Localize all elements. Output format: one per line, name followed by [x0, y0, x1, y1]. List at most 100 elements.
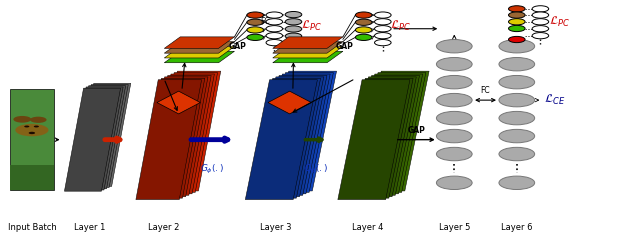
Polygon shape: [273, 42, 343, 53]
Polygon shape: [348, 75, 419, 195]
Circle shape: [355, 19, 372, 25]
Text: Input Batch: Input Batch: [8, 223, 56, 232]
Polygon shape: [261, 73, 333, 192]
Polygon shape: [273, 51, 343, 63]
Polygon shape: [65, 88, 120, 191]
Circle shape: [355, 27, 372, 33]
Circle shape: [24, 126, 29, 127]
Polygon shape: [351, 74, 422, 194]
Circle shape: [247, 27, 264, 33]
Circle shape: [499, 40, 534, 53]
Polygon shape: [245, 80, 317, 200]
Circle shape: [532, 12, 548, 18]
Text: Layer 1: Layer 1: [74, 223, 105, 232]
Circle shape: [29, 132, 35, 134]
Circle shape: [499, 111, 534, 125]
Circle shape: [436, 147, 472, 161]
Text: $\mathcal{L}_{PC}$: $\mathcal{L}_{PC}$: [301, 19, 322, 33]
Circle shape: [499, 129, 534, 143]
Circle shape: [436, 58, 472, 71]
Circle shape: [34, 126, 39, 127]
Text: GAP: GAP: [408, 126, 425, 134]
Text: FC: FC: [481, 86, 490, 95]
Polygon shape: [72, 85, 128, 187]
Circle shape: [285, 26, 302, 32]
Circle shape: [266, 19, 283, 25]
Bar: [10, 165, 54, 190]
Polygon shape: [164, 37, 234, 48]
Polygon shape: [338, 80, 410, 200]
Circle shape: [285, 33, 302, 39]
Text: $\mathcal{L}_{CE}$: $\mathcal{L}_{CE}$: [544, 93, 566, 107]
Circle shape: [15, 124, 49, 136]
Circle shape: [374, 12, 391, 18]
Circle shape: [509, 36, 525, 43]
Circle shape: [436, 111, 472, 125]
Circle shape: [266, 12, 283, 18]
Text: Layer 3: Layer 3: [260, 223, 291, 232]
Text: FC: FC: [260, 17, 269, 26]
Circle shape: [285, 12, 302, 18]
Circle shape: [499, 94, 534, 107]
Circle shape: [436, 176, 472, 189]
Circle shape: [374, 40, 391, 46]
Polygon shape: [164, 47, 234, 58]
Polygon shape: [357, 71, 429, 191]
Polygon shape: [155, 71, 221, 191]
Polygon shape: [164, 51, 234, 63]
Text: $\mathcal{L}_{PC}$: $\mathcal{L}_{PC}$: [390, 19, 412, 33]
Circle shape: [532, 6, 548, 12]
Circle shape: [436, 75, 472, 89]
Polygon shape: [264, 71, 337, 191]
Circle shape: [355, 34, 372, 40]
Circle shape: [285, 19, 302, 25]
Polygon shape: [139, 78, 205, 198]
Text: Layer 5: Layer 5: [438, 223, 470, 232]
Polygon shape: [268, 91, 311, 114]
Polygon shape: [75, 83, 131, 186]
Circle shape: [532, 19, 548, 25]
Circle shape: [355, 12, 372, 18]
Polygon shape: [164, 42, 234, 53]
Text: GAP: GAP: [228, 42, 246, 51]
Circle shape: [30, 117, 47, 123]
Polygon shape: [152, 73, 218, 192]
Polygon shape: [258, 74, 330, 194]
Polygon shape: [136, 80, 202, 200]
Polygon shape: [273, 47, 343, 58]
Circle shape: [247, 19, 264, 25]
Circle shape: [374, 33, 391, 39]
Circle shape: [499, 176, 534, 189]
Polygon shape: [255, 75, 327, 195]
Circle shape: [374, 19, 391, 25]
Circle shape: [374, 26, 391, 32]
Polygon shape: [341, 78, 413, 198]
Circle shape: [509, 6, 525, 12]
Polygon shape: [248, 78, 321, 198]
Circle shape: [266, 26, 283, 32]
Circle shape: [532, 33, 548, 39]
Polygon shape: [145, 75, 211, 195]
Circle shape: [509, 25, 525, 32]
Text: Layer 6: Layer 6: [501, 223, 532, 232]
Circle shape: [436, 40, 472, 53]
Text: $G_{\phi}(.)$: $G_{\phi}(.)$: [200, 163, 224, 176]
Circle shape: [436, 94, 472, 107]
Circle shape: [499, 75, 534, 89]
Text: Layer 2: Layer 2: [148, 223, 180, 232]
Polygon shape: [273, 37, 343, 48]
Polygon shape: [142, 77, 208, 197]
Polygon shape: [67, 87, 123, 190]
Text: GAP: GAP: [335, 42, 353, 51]
Circle shape: [509, 12, 525, 18]
Circle shape: [532, 26, 548, 32]
Text: $G_{\phi}(.)$: $G_{\phi}(.)$: [304, 163, 328, 176]
Polygon shape: [148, 74, 214, 194]
Text: $\mathcal{L}_{PC}$: $\mathcal{L}_{PC}$: [548, 15, 570, 29]
Circle shape: [13, 116, 31, 123]
Polygon shape: [354, 73, 426, 192]
Circle shape: [247, 34, 264, 40]
Circle shape: [499, 147, 534, 161]
Circle shape: [285, 40, 302, 47]
Polygon shape: [70, 86, 125, 189]
